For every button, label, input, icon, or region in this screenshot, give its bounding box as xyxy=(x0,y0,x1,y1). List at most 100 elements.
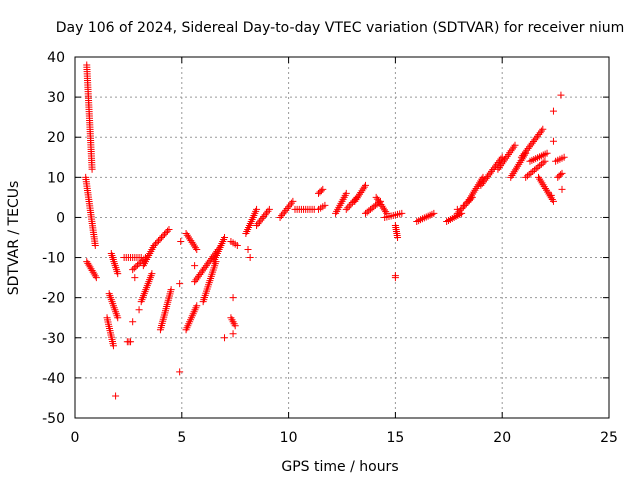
data-point xyxy=(85,261,93,269)
data-point xyxy=(539,125,547,133)
data-point xyxy=(342,205,350,213)
data-point xyxy=(360,183,368,191)
data-point xyxy=(541,157,549,165)
data-point xyxy=(197,269,205,277)
data-point xyxy=(192,276,200,284)
data-point xyxy=(260,213,268,221)
data-point xyxy=(160,230,168,238)
x-tick-label: 20 xyxy=(493,430,511,446)
data-point xyxy=(130,264,138,272)
tick-labels: 0 5 10 15 20 25 -50 -40 -30 -20 -10 0 10 20 30 40 xyxy=(42,50,618,446)
data-point xyxy=(372,193,380,201)
data-point xyxy=(133,261,141,269)
data-point xyxy=(114,314,122,322)
data-point xyxy=(287,199,295,207)
data-point xyxy=(254,220,262,228)
data-point xyxy=(193,246,201,254)
data-point xyxy=(190,242,198,250)
data-point xyxy=(488,167,496,175)
data-point xyxy=(167,286,175,294)
data-point xyxy=(176,368,184,376)
data-point xyxy=(83,258,91,266)
data-point xyxy=(153,238,161,246)
y-tick-label: 10 xyxy=(47,170,65,186)
data-point xyxy=(159,232,167,240)
data-point xyxy=(189,240,197,248)
y-tick-label: 0 xyxy=(56,210,65,226)
data-point xyxy=(398,209,406,217)
data-point xyxy=(277,212,285,220)
data-point xyxy=(257,216,265,224)
data-point xyxy=(150,242,158,250)
data-point xyxy=(229,330,237,338)
data-point xyxy=(522,173,530,181)
x-tick-label: 10 xyxy=(280,430,298,446)
data-point xyxy=(523,146,531,154)
data-point xyxy=(253,221,261,229)
data-point xyxy=(193,274,201,282)
data-point xyxy=(377,201,385,209)
data-point xyxy=(176,280,184,288)
data-point xyxy=(537,160,545,168)
data-point xyxy=(528,139,536,147)
data-point xyxy=(184,233,192,241)
data-point xyxy=(536,162,544,170)
data-point xyxy=(88,165,96,173)
data-point xyxy=(533,132,541,140)
data-point xyxy=(511,141,519,149)
data-point xyxy=(460,201,468,209)
data-point xyxy=(158,234,166,241)
data-point xyxy=(358,187,366,195)
data-point xyxy=(258,214,266,222)
data-point xyxy=(186,235,194,243)
data-point xyxy=(319,185,327,193)
data-point xyxy=(183,231,191,239)
data-point xyxy=(89,268,97,276)
x-tick-label: 5 xyxy=(177,430,186,446)
data-point xyxy=(155,237,163,245)
data-point xyxy=(233,242,241,250)
data-point xyxy=(351,197,359,205)
data-point xyxy=(521,148,529,156)
data-point xyxy=(394,234,402,241)
data-point xyxy=(359,185,367,193)
data-point xyxy=(135,306,143,314)
data-point xyxy=(163,227,171,235)
data-point xyxy=(91,242,99,250)
data-point xyxy=(534,163,542,171)
data-point xyxy=(519,152,527,160)
data-point xyxy=(342,189,350,197)
data-point xyxy=(484,173,492,181)
data-point xyxy=(91,272,99,280)
data-point xyxy=(529,137,537,145)
data-point xyxy=(177,238,185,246)
data-point xyxy=(537,127,545,135)
data-point xyxy=(353,194,361,202)
data-point xyxy=(88,266,96,274)
data-point xyxy=(244,246,252,254)
data-point xyxy=(529,167,537,175)
data-point xyxy=(321,201,329,209)
y-tick-label: -30 xyxy=(42,331,65,347)
data-point xyxy=(283,205,291,213)
data-point xyxy=(261,211,269,219)
y-tick-label: -20 xyxy=(42,291,65,307)
data-point xyxy=(114,270,122,278)
data-point xyxy=(517,153,525,161)
data-point xyxy=(481,176,489,184)
data-point xyxy=(345,202,353,210)
data-point xyxy=(382,208,390,216)
data-point xyxy=(527,141,535,149)
data-point xyxy=(527,169,535,177)
data-point xyxy=(90,270,98,278)
data-point xyxy=(376,199,384,207)
data-point xyxy=(263,209,271,217)
data-point xyxy=(543,149,551,157)
data-point xyxy=(231,322,239,330)
data-point xyxy=(478,180,486,188)
data-point xyxy=(112,392,120,400)
data-point xyxy=(352,196,360,204)
data-point xyxy=(480,178,488,186)
data-point xyxy=(531,136,539,144)
data-point xyxy=(560,153,568,161)
